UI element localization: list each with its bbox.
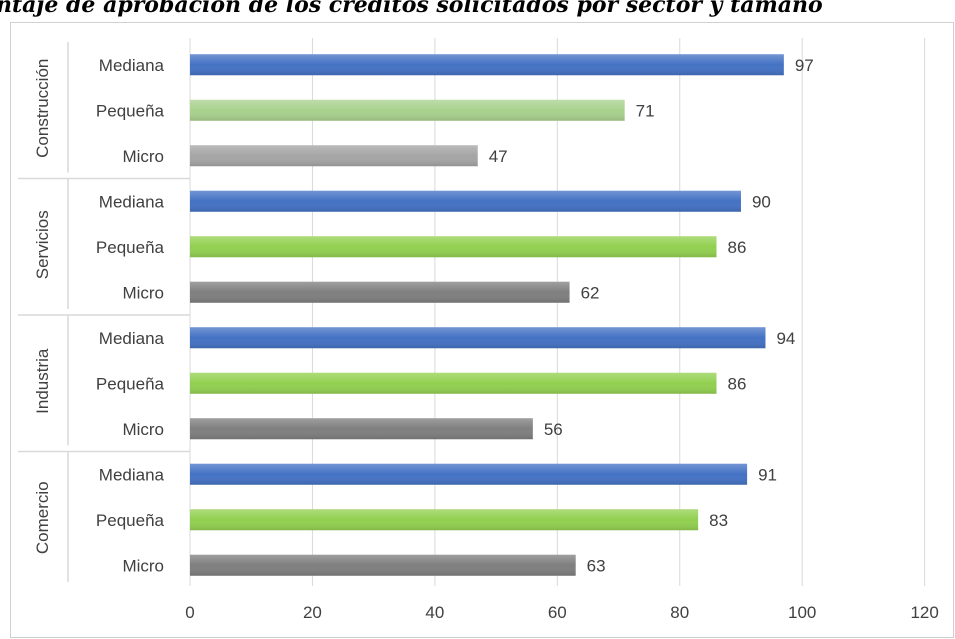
data-label: 86 [727, 374, 746, 393]
data-label: 47 [489, 147, 508, 166]
bar-shading [190, 372, 717, 394]
data-label: 90 [752, 192, 771, 211]
data-label: 86 [727, 238, 746, 257]
data-label: 56 [544, 420, 563, 439]
data-label: 94 [776, 329, 795, 348]
bar-shading [190, 554, 576, 576]
category-label: Pequeña [96, 238, 165, 257]
category-label: Micro [122, 283, 164, 302]
bar-shading [190, 327, 766, 349]
gridlines [311, 38, 926, 586]
group-label: Comercio [33, 481, 52, 554]
category-label: Micro [122, 556, 164, 575]
category-label: Pequeña [96, 101, 165, 120]
category-label: Mediana [99, 329, 165, 348]
category-label: Mediana [99, 192, 165, 211]
x-tick-label: 0 [185, 603, 194, 622]
category-label: Micro [122, 420, 164, 439]
data-label: 62 [581, 283, 600, 302]
data-label: 63 [587, 556, 606, 575]
x-tick-label: 40 [425, 603, 444, 622]
category-label: Mediana [99, 56, 165, 75]
bar-shading [190, 236, 717, 258]
x-tick-label: 100 [788, 603, 816, 622]
x-tick-label: 60 [548, 603, 567, 622]
bar-shading [190, 463, 748, 485]
chart-title: ntaje de aprobación de los créditos soli… [0, 0, 823, 18]
group-label: Industria [33, 348, 52, 414]
data-label: 83 [709, 511, 728, 530]
bar-shading [190, 509, 699, 531]
data-label: 71 [636, 101, 655, 120]
x-axis-ticks: 0 20 40 60 80 100 120 [185, 603, 939, 622]
bar-shading [190, 145, 478, 167]
data-label: 97 [795, 56, 814, 75]
group-label: Servicios [33, 210, 52, 279]
bars: 97 71 47 90 86 62 94 86 56 91 83 63 [190, 54, 814, 576]
category-label: Mediana [99, 465, 165, 484]
bar-shading [190, 190, 741, 212]
bar-shading [190, 418, 533, 440]
x-tick-label: 120 [910, 603, 938, 622]
category-label: Pequeña [96, 374, 165, 393]
bar-shading [190, 99, 625, 121]
category-axis: Construcción Mediana Pequeña Micro Servicios… [18, 38, 191, 586]
chart-frame [10, 22, 954, 638]
bar-shading [190, 281, 570, 303]
x-tick-label: 20 [303, 603, 322, 622]
bar-shading [190, 54, 784, 76]
data-label: 91 [758, 465, 777, 484]
category-label: Pequeña [96, 511, 165, 530]
group-label: Construcción [33, 59, 52, 158]
x-tick-label: 80 [670, 603, 689, 622]
category-label: Micro [122, 147, 164, 166]
